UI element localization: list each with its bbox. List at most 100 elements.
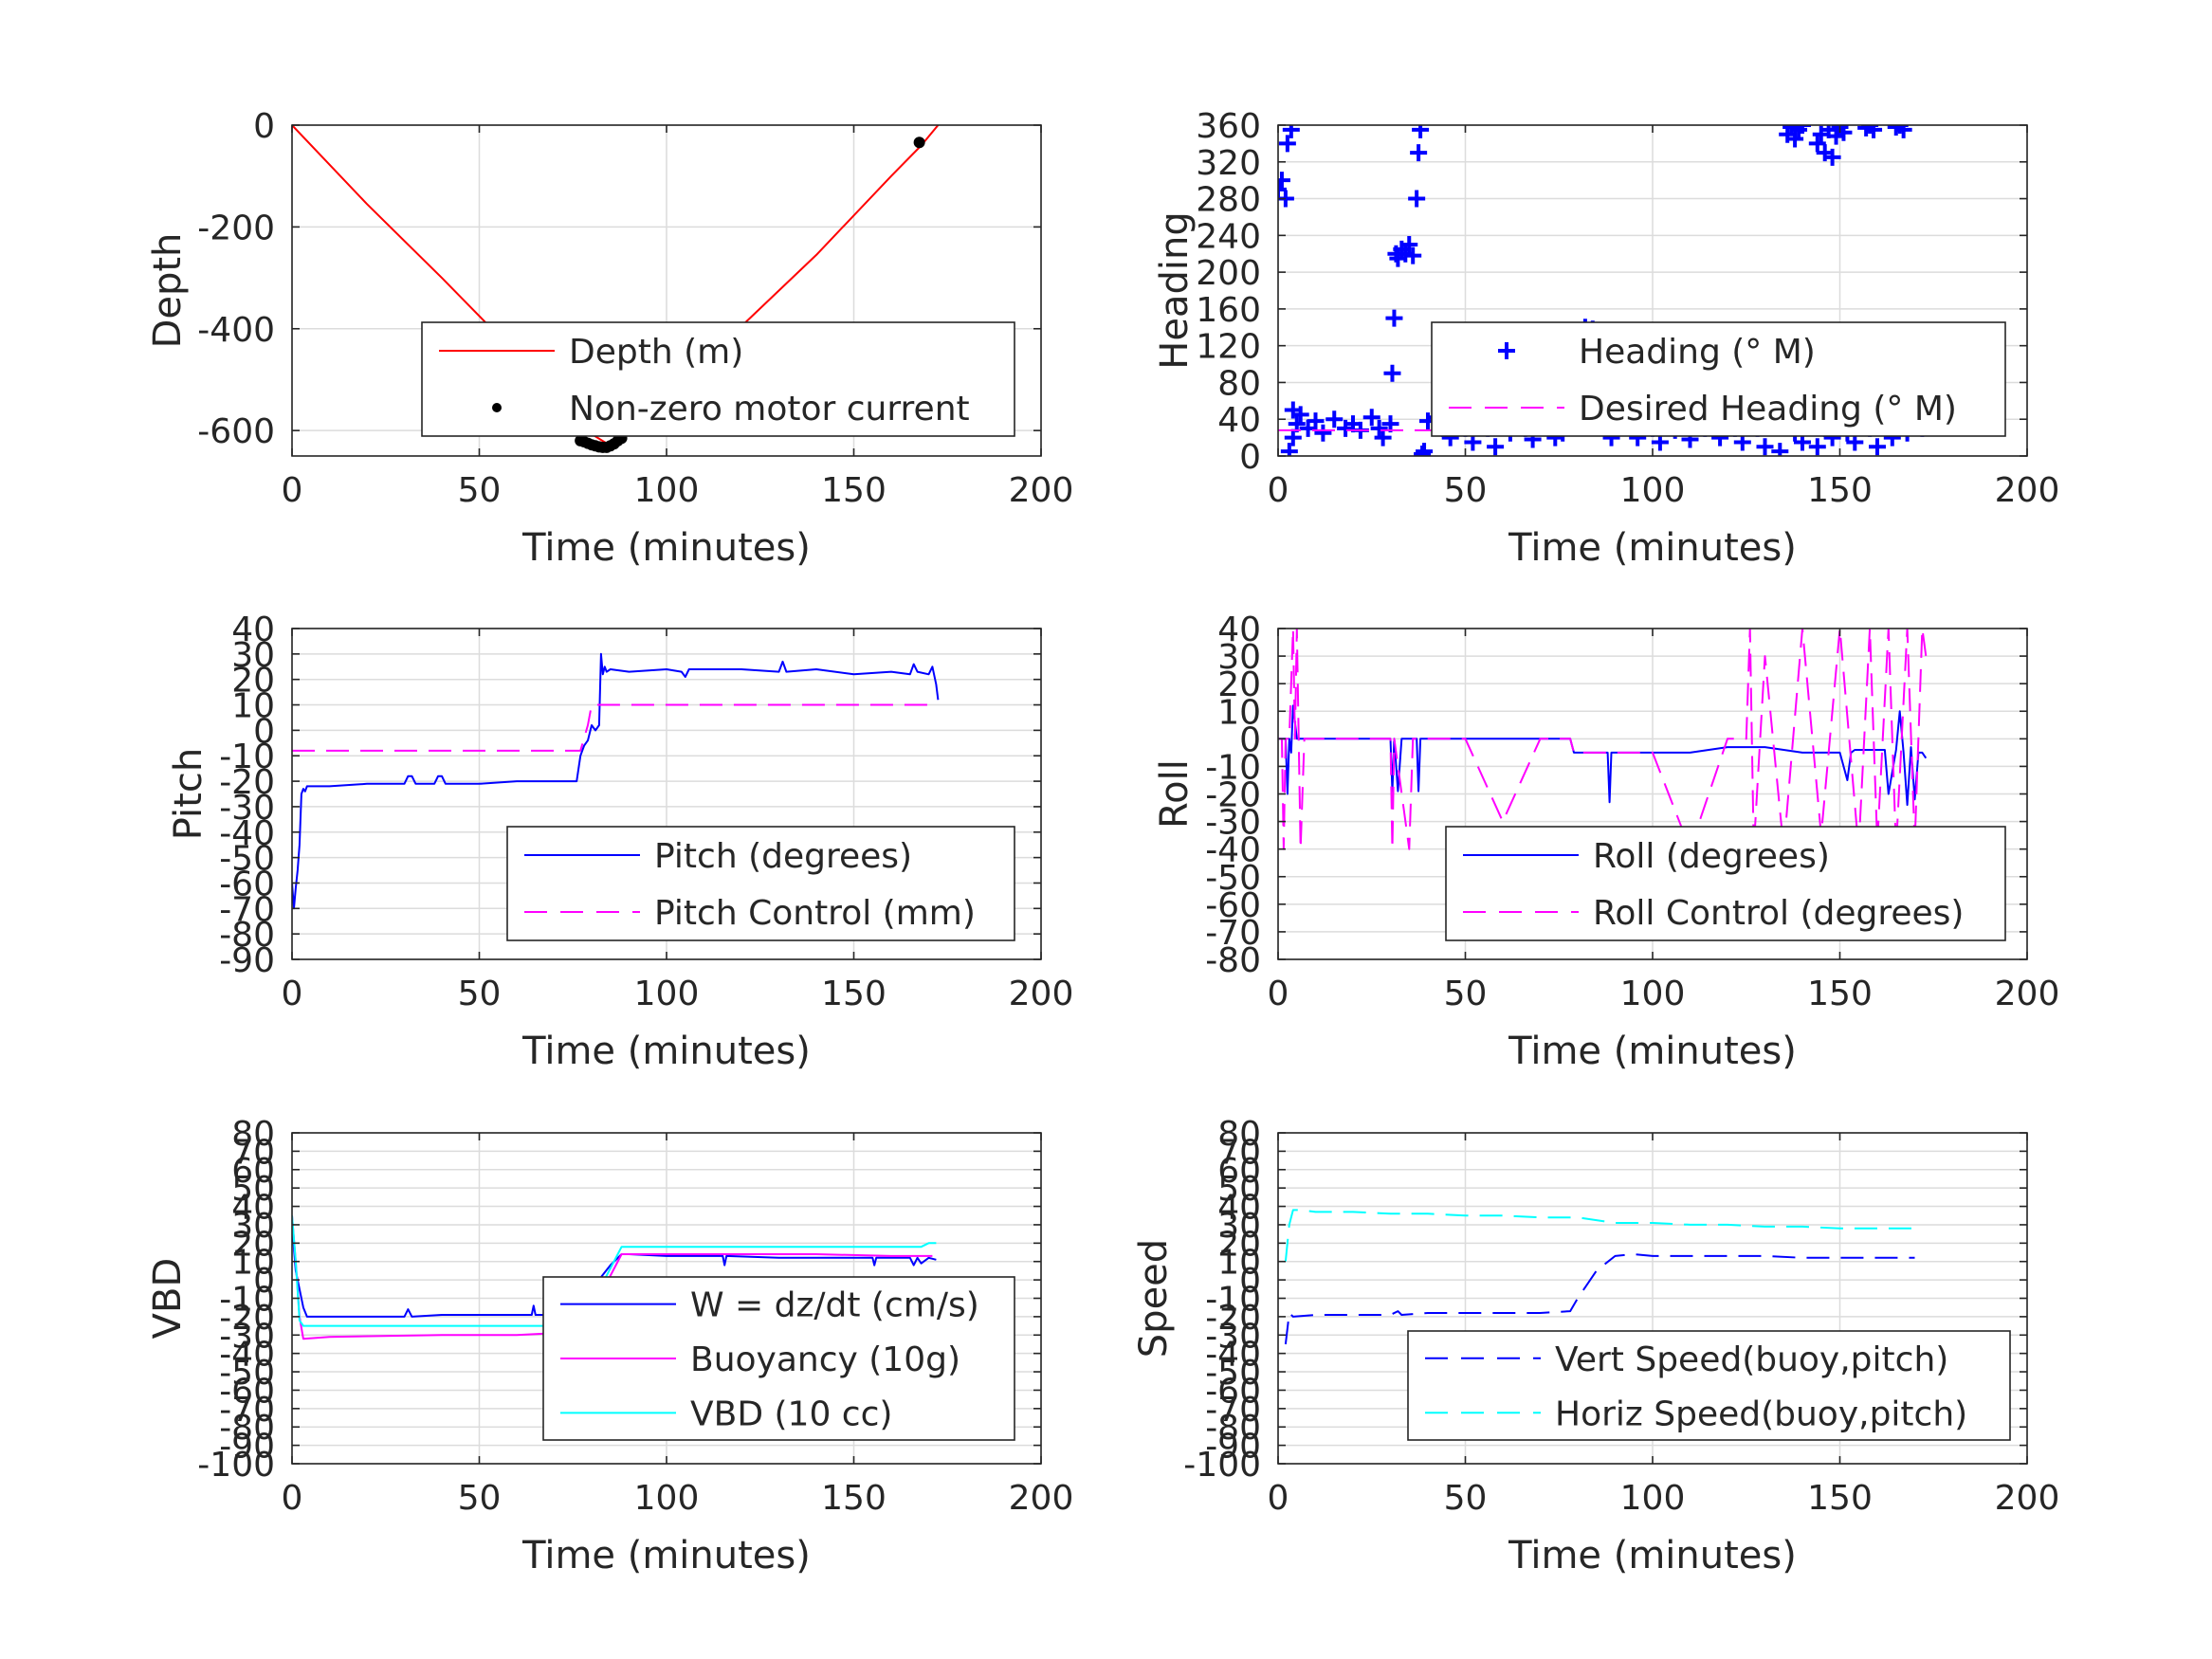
speed-legend-label-1: Horiz Speed(buoy,pitch) bbox=[1555, 1395, 1967, 1433]
vbd-ytick-label: 40 bbox=[231, 1189, 275, 1228]
pitch-ytick-label: 30 bbox=[231, 636, 275, 675]
heading-ylabel: Heading bbox=[1153, 211, 1197, 369]
roll-legend-label-0: Roll (degrees) bbox=[1593, 837, 1830, 876]
pitch-data bbox=[292, 652, 940, 910]
speed-ytick-label: -80 bbox=[1205, 1409, 1261, 1448]
pitch-xtick-label: 50 bbox=[458, 975, 502, 1013]
speed-series-0 bbox=[1284, 1253, 1915, 1345]
heading-series-0-point bbox=[1808, 135, 1826, 153]
heading-series-0-point bbox=[1278, 180, 1287, 198]
heading-ytick-label: 280 bbox=[1196, 181, 1261, 220]
heading-series-0-point bbox=[1756, 438, 1774, 456]
roll-ytick-label: -30 bbox=[1205, 804, 1261, 843]
pitch-xtick-label: 150 bbox=[821, 975, 887, 1013]
pitch-legend-box bbox=[506, 826, 1015, 941]
vbd-ytick-label: -80 bbox=[219, 1409, 275, 1448]
vbd-ytick-label: 30 bbox=[231, 1207, 275, 1246]
heading-series-0-point bbox=[1400, 236, 1418, 254]
speed-ytick-label: 10 bbox=[1217, 1244, 1261, 1283]
depth-legend: Depth (m) Non-zero motor current bbox=[421, 321, 1015, 437]
heading-ytick-label: 40 bbox=[1217, 401, 1261, 440]
heading-series-0-point bbox=[1412, 125, 1430, 138]
heading-series-0-point bbox=[1362, 409, 1380, 427]
heading-ytick-label: 80 bbox=[1217, 364, 1261, 403]
pitch-chart: 0 50 100 150 200403020100-10-20-30-40-50-60-… bbox=[167, 611, 1073, 1073]
speed-legend-label-0: Vert Speed(buoy,pitch) bbox=[1555, 1340, 1948, 1379]
heading-xtick-label: 50 bbox=[1444, 471, 1488, 510]
roll-legend-label-1: Roll Control (degrees) bbox=[1593, 894, 1964, 933]
speed-ytick-label: -20 bbox=[1205, 1299, 1261, 1338]
roll-legend-box bbox=[1445, 826, 2006, 941]
speed-ytick-label: -50 bbox=[1205, 1354, 1261, 1393]
depth-legend-label-0: Depth (m) bbox=[569, 333, 743, 372]
speed-xtick-label: 200 bbox=[1995, 1479, 2060, 1518]
roll-ytick-label: 0 bbox=[1239, 720, 1261, 759]
heading-series-0-point bbox=[1383, 364, 1401, 382]
heading-ytick-label: 240 bbox=[1196, 217, 1261, 256]
vbd-ytick-label: -10 bbox=[219, 1281, 275, 1320]
speed-ytick-label: -100 bbox=[1183, 1446, 1261, 1485]
heading-ytick-label: 0 bbox=[1239, 438, 1261, 477]
roll-ytick-label: 40 bbox=[1217, 611, 1261, 649]
roll-xtick-label: 100 bbox=[1620, 975, 1686, 1013]
roll-ytick-label: -60 bbox=[1205, 886, 1261, 925]
heading-xtick-label: 150 bbox=[1807, 471, 1873, 510]
heading-xtick-label: 0 bbox=[1268, 471, 1289, 510]
vbd-legend-label-0: W = dz/dt (cm/s) bbox=[690, 1286, 979, 1325]
depth-legend-box bbox=[421, 321, 1015, 437]
depth-xlabel: Time (minutes) bbox=[521, 526, 811, 570]
heading-ytick-label: 360 bbox=[1196, 107, 1261, 146]
roll-legend: Roll (degrees) Roll Control (degrees) bbox=[1445, 826, 2006, 941]
vbd-ytick-label: -60 bbox=[219, 1372, 275, 1411]
pitch-xtick-label: 100 bbox=[634, 975, 700, 1013]
pitch-ytick-label: 10 bbox=[231, 687, 275, 726]
vbd-ytick-label: -90 bbox=[219, 1428, 275, 1467]
vbd-ylabel: VBD bbox=[146, 1258, 190, 1340]
heading-chart: 0 50 100 150 20004080120160200240280320360Ti… bbox=[1153, 107, 2059, 570]
heading-series-0-point bbox=[1794, 125, 1811, 134]
heading-series-0-point bbox=[1808, 438, 1826, 456]
pitch-ytick-label: -10 bbox=[219, 738, 275, 776]
vbd-ytick-label: 50 bbox=[231, 1170, 275, 1209]
heading-ytick-label: 160 bbox=[1196, 291, 1261, 330]
heading-legend-box bbox=[1431, 321, 2006, 437]
depth-ytick-label: -600 bbox=[197, 412, 275, 451]
pitch-ytick-label: 40 bbox=[231, 611, 275, 649]
pitch-ytick-label: -90 bbox=[219, 941, 275, 980]
heading-series-0-point bbox=[1894, 125, 1912, 138]
pitch-ytick-label: 0 bbox=[253, 712, 275, 751]
speed-ylabel: Speed bbox=[1132, 1239, 1176, 1358]
speed-data bbox=[1284, 1209, 1915, 1345]
roll-ytick-label: 30 bbox=[1217, 638, 1261, 677]
vbd-xtick-label: 150 bbox=[821, 1479, 887, 1518]
depth-ytick-label: -400 bbox=[197, 311, 275, 350]
heading-ytick-label: 120 bbox=[1196, 328, 1261, 367]
vbd-legend: W = dz/dt (cm/s) Buoyancy (10g) VBD (10 cc… bbox=[542, 1276, 1015, 1441]
speed-ytick-label: 50 bbox=[1217, 1170, 1261, 1209]
roll-ylabel: Roll bbox=[1153, 759, 1197, 829]
heading-series-0-point bbox=[1408, 190, 1426, 208]
depth-xtick-label: 150 bbox=[821, 471, 887, 510]
roll-ytick-label: -20 bbox=[1205, 776, 1261, 815]
heading-series-0-point bbox=[1370, 419, 1388, 437]
vbd-ytick-label: 20 bbox=[231, 1225, 275, 1264]
vbd-xtick-label: 0 bbox=[282, 1479, 303, 1518]
vbd-xtick-label: 200 bbox=[1009, 1479, 1074, 1518]
pitch-ytick-label: -50 bbox=[219, 840, 275, 879]
heading-series-0-point bbox=[1786, 130, 1804, 148]
heading-series-0-point bbox=[1404, 246, 1422, 264]
depth-series-1-point bbox=[913, 137, 925, 149]
heading-ytick-label: 200 bbox=[1196, 254, 1261, 293]
speed-xlabel: Time (minutes) bbox=[1508, 1534, 1797, 1577]
speed-xtick-label: 100 bbox=[1620, 1479, 1686, 1518]
speed-legend-box bbox=[1407, 1330, 2011, 1441]
speed-ytick-label: 80 bbox=[1217, 1115, 1261, 1154]
roll-xlabel: Time (minutes) bbox=[1508, 1030, 1797, 1073]
roll-ytick-label: -50 bbox=[1205, 859, 1261, 898]
pitch-ytick-label: 20 bbox=[231, 662, 275, 701]
speed-xtick-label: 50 bbox=[1444, 1479, 1488, 1518]
pitch-series-0 bbox=[292, 652, 940, 910]
vbd-xlabel: Time (minutes) bbox=[521, 1534, 811, 1577]
vbd-xtick-label: 100 bbox=[634, 1479, 700, 1518]
